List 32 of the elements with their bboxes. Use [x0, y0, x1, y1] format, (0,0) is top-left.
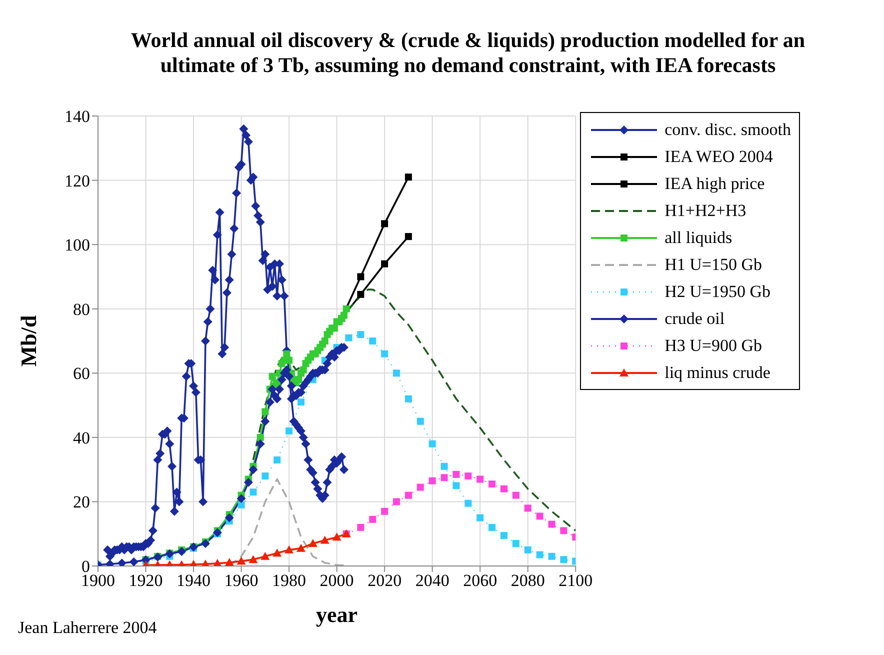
x-tick-label: 1980: [272, 571, 306, 590]
x-tick-label: 1960: [224, 571, 258, 590]
legend-label: IEA WEO 2004: [664, 146, 773, 166]
x-tick-label: 2040: [415, 571, 450, 590]
chart-title: World annual oil discovery & (crude & liquids) production modelled for an ultimate of 3 Tb, assuming no demand constraint, with IEA forecasts: [130, 28, 806, 78]
text: Jean Laherrere 2004: [18, 618, 157, 638]
y-tick-label: 80: [73, 300, 90, 319]
y-tick-label: 120: [64, 171, 90, 190]
y-tick-label: 20: [73, 492, 90, 512]
x-tick-label: 2100: [558, 571, 593, 590]
y-tick-label: 140: [64, 107, 90, 126]
x-tick-label: 2020: [368, 571, 402, 590]
legend-label: H1 U=150 Gb: [664, 254, 762, 274]
y-tick-label: 60: [73, 364, 90, 384]
y-tick-label: 100: [64, 236, 90, 255]
legend-label: H1+H2+H3: [664, 200, 746, 220]
legend-label: liq minus crude: [664, 362, 770, 382]
y-axis-title: Mb/d: [16, 315, 41, 367]
x-tick-label: 2000: [320, 571, 354, 590]
x-axis-title: year: [316, 602, 358, 627]
x-tick-label: 2060: [463, 571, 498, 590]
legend-label: all liquids: [664, 228, 732, 248]
legend-label: conv. disc. smooth: [664, 120, 791, 140]
y-tick-label: 40: [73, 428, 90, 448]
legend-label: H3 U=900 Gb: [664, 336, 762, 356]
x-tick-label: 2080: [510, 571, 545, 590]
x-tick-label: 1920: [128, 571, 163, 590]
legend-label: IEA high price: [664, 174, 765, 194]
x-tick-label: 1900: [81, 571, 115, 590]
x-tick-label: 1940: [176, 571, 211, 590]
legend-label: H2 U=1950 Gb: [664, 282, 771, 302]
legend-label: crude oil: [664, 308, 725, 328]
